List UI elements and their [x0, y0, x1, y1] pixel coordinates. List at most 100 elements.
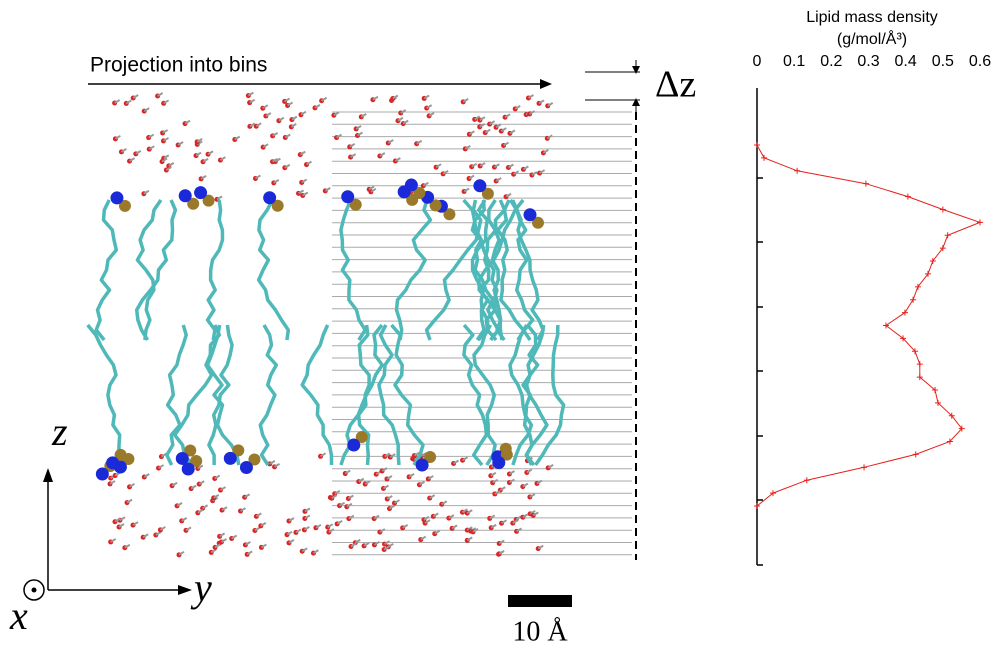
water-bond	[413, 451, 420, 457]
water-bond	[219, 486, 227, 491]
water-bond	[346, 502, 353, 508]
x-axis-label: x	[9, 593, 28, 638]
choline	[175, 451, 189, 465]
water-bond	[274, 462, 281, 468]
water-bond	[120, 148, 127, 153]
density-point	[932, 386, 939, 393]
water-bond	[260, 543, 267, 549]
water-bond	[522, 482, 529, 488]
water-bond	[286, 530, 293, 536]
water-bond	[489, 120, 496, 126]
water-bond	[161, 157, 168, 163]
x-tick-label: 0.3	[857, 53, 879, 70]
phosphate	[413, 187, 426, 200]
water-bond	[254, 174, 261, 180]
water-bond	[526, 468, 533, 474]
water-bond	[303, 525, 310, 531]
water-bond	[132, 94, 139, 99]
water-bond	[163, 99, 170, 105]
water-bond	[328, 528, 335, 533]
lipid-tail	[470, 199, 498, 342]
water-bond	[181, 516, 188, 522]
lipid-tail	[394, 199, 433, 341]
water-bond	[334, 489, 341, 495]
water-bond	[249, 98, 256, 104]
water-bond	[126, 498, 133, 504]
water-bond	[234, 135, 241, 141]
lipid-tail	[165, 324, 188, 466]
lipid-tail	[94, 199, 119, 342]
density-point	[916, 361, 923, 368]
water-bond	[531, 171, 538, 176]
water-bond	[143, 189, 150, 195]
density-line	[756, 144, 982, 507]
water-bond	[370, 187, 377, 193]
water-bond	[508, 470, 515, 475]
water-bond	[501, 519, 508, 525]
density-point	[939, 245, 946, 252]
x-tick-label: 0.1	[783, 53, 805, 70]
water-bond	[246, 550, 253, 556]
water-bond	[315, 523, 322, 529]
water-bond	[402, 524, 409, 529]
lipid-tail	[205, 324, 241, 466]
lipid-tail	[256, 199, 291, 341]
water-bond	[499, 486, 506, 492]
water-bond	[355, 125, 362, 130]
water-bond	[479, 122, 486, 128]
lipid-tail	[390, 323, 425, 466]
x-axis-title: (g/mol/Å³)	[837, 29, 907, 48]
water-bond	[269, 460, 276, 465]
water-bond	[284, 97, 291, 103]
water-bond	[515, 515, 522, 521]
lipid-tail	[258, 324, 279, 466]
water-bond	[432, 512, 439, 518]
water-bond	[397, 116, 404, 122]
water-bond	[373, 514, 380, 520]
density-point	[912, 451, 919, 458]
water-bond	[356, 131, 364, 137]
density-point	[803, 477, 810, 484]
lipid-tail	[462, 323, 489, 467]
density-point	[958, 425, 965, 432]
water-bond	[288, 517, 295, 522]
phosphate	[429, 199, 442, 212]
lipid-tail	[86, 323, 125, 466]
water-bond	[284, 133, 291, 139]
water-bond	[333, 111, 340, 117]
water-bond	[304, 514, 311, 520]
water-bond	[221, 506, 228, 512]
density-point	[939, 206, 946, 213]
water-bond	[466, 526, 473, 531]
water-bond	[158, 464, 165, 469]
density-point	[904, 193, 911, 200]
water-bond	[383, 545, 390, 551]
water-bond	[384, 452, 391, 458]
water-bond	[490, 523, 497, 529]
density-point	[916, 374, 923, 381]
water-bond	[129, 482, 136, 488]
choline	[95, 467, 109, 481]
water-bond	[464, 145, 471, 150]
choline	[473, 179, 487, 193]
water-bond	[295, 528, 302, 534]
water-bond	[547, 464, 554, 469]
molecular-snapshot	[86, 91, 632, 558]
water-bond	[214, 474, 221, 480]
water-bond	[291, 115, 298, 121]
choline	[194, 186, 208, 200]
water-bond	[466, 509, 473, 515]
water-bond	[471, 162, 478, 168]
water-bond	[462, 98, 469, 103]
water-bond	[165, 166, 172, 171]
water-bond	[143, 107, 150, 112]
water-bond	[284, 163, 291, 169]
water-bond	[427, 475, 434, 480]
water-bond	[408, 472, 415, 478]
water-bond	[423, 94, 430, 100]
lipid-tail	[172, 324, 222, 467]
choline	[239, 461, 253, 475]
choline	[181, 462, 195, 476]
scale-bar-label: 10 Å	[512, 616, 568, 647]
water-bond	[542, 149, 549, 154]
